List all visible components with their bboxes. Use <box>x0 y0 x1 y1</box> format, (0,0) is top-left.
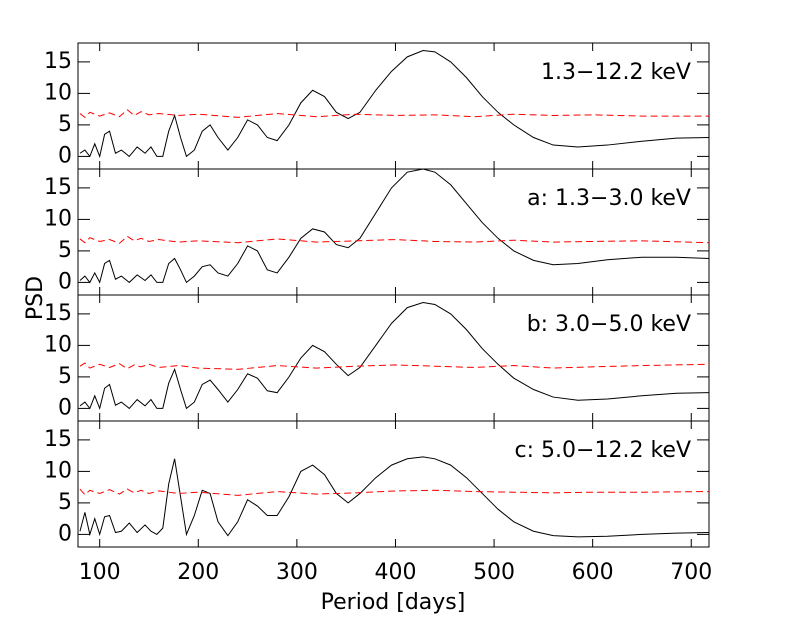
x-tick-label: 200 <box>177 560 219 585</box>
series-line <box>79 302 709 411</box>
y-tick-label: 10 <box>44 458 72 483</box>
y-tick-label: 0 <box>58 143 72 168</box>
panel-annotation: 1.3−12.2 keV <box>541 60 691 85</box>
y-tick-label: 5 <box>58 238 72 263</box>
panel-annotation: b: 3.0−5.0 keV <box>527 312 691 337</box>
y-tick-label: 5 <box>58 112 72 137</box>
y-tick-label: 0 <box>58 269 72 294</box>
y-tick-label: 0 <box>58 521 72 546</box>
x-tick-label: 400 <box>374 560 416 585</box>
y-tick-label: 5 <box>58 490 72 515</box>
series-line <box>79 235 709 244</box>
panel-annotation: c: 5.0−12.2 keV <box>515 438 691 463</box>
panel-annotation: a: 1.3−3.0 keV <box>527 186 691 211</box>
y-tick-label: 5 <box>58 364 72 389</box>
y-axis-label: PSD <box>23 276 48 320</box>
panel-frame <box>77 420 710 548</box>
y-tick-label: 0 <box>58 395 72 420</box>
x-tick-label: 700 <box>670 560 712 585</box>
x-tick-label: 300 <box>276 560 318 585</box>
series-line <box>79 109 709 119</box>
y-tick-label: 15 <box>44 427 72 452</box>
y-tick-label: 10 <box>44 332 72 357</box>
series-line <box>79 50 709 159</box>
series-line <box>79 456 709 538</box>
x-axis-label: Period [days] <box>321 590 466 615</box>
series-line <box>79 488 709 496</box>
series-line <box>79 169 709 284</box>
x-tick-label: 500 <box>473 560 515 585</box>
y-tick-label: 15 <box>44 49 72 74</box>
x-tick-label: 100 <box>79 560 121 585</box>
y-tick-label: 10 <box>44 206 72 231</box>
y-tick-label: 15 <box>44 175 72 200</box>
y-tick-label: 10 <box>44 80 72 105</box>
y-tick-label: 15 <box>44 301 72 326</box>
series-line <box>79 362 709 370</box>
x-tick-label: 600 <box>572 560 614 585</box>
